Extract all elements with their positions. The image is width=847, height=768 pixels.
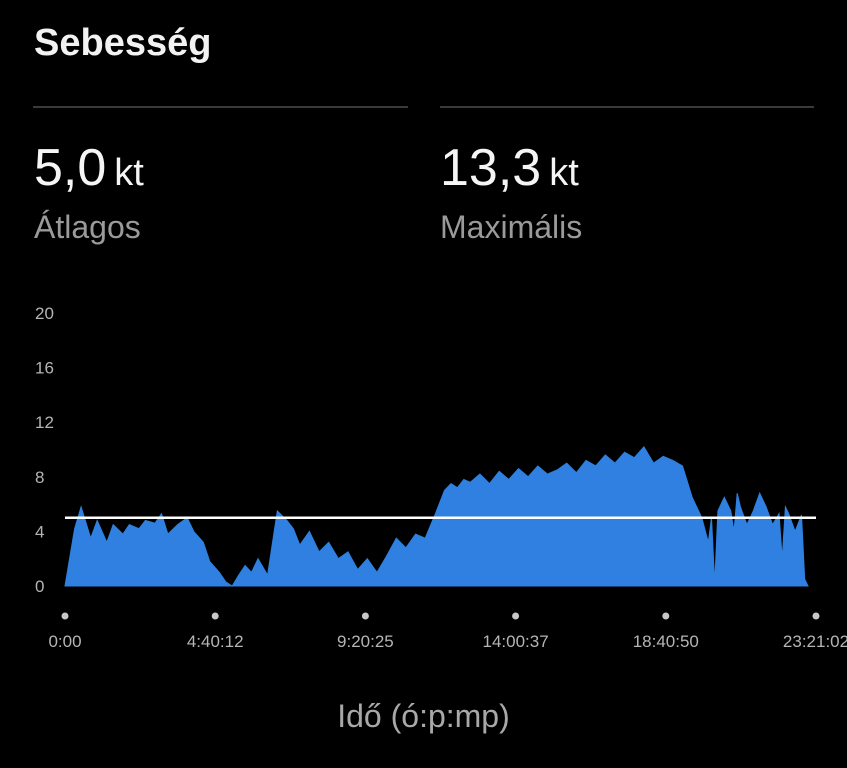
divider-left (33, 106, 408, 108)
page-title: Sebesség (34, 22, 212, 64)
x-tick-label: 4:40:12 (187, 632, 244, 651)
x-tick-dot (361, 612, 369, 620)
max-value-row: 13,3 kt (440, 138, 582, 203)
x-tick-label: 18:40:50 (633, 632, 699, 651)
y-tick-label: 0 (35, 577, 44, 596)
y-tick-label: 4 (35, 522, 44, 541)
x-tick-label: 9:20:25 (337, 632, 394, 651)
x-tick-dot (512, 612, 520, 620)
max-unit: kt (549, 152, 579, 194)
y-tick-label: 20 (35, 304, 54, 323)
speed-chart: 0 4 8 12 16 20 0:00 4:40:12 9:20:25 14:00:37 18:40… (35, 304, 847, 651)
average-value-row: 5,0 kt (34, 138, 144, 203)
divider-right (440, 106, 814, 108)
x-tick-dot (61, 612, 69, 620)
x-tick-label: 0:00 (48, 632, 81, 651)
y-tick-label: 12 (35, 413, 54, 432)
x-tick-dot (662, 612, 670, 620)
average-value: 5,0 (34, 139, 107, 197)
average-unit: kt (114, 152, 144, 194)
speed-area (64, 445, 809, 587)
y-tick-label: 8 (35, 468, 44, 487)
max-stat: 13,3 kt Maximális (440, 138, 582, 246)
max-label: Maximális (440, 209, 583, 245)
average-label: Átlagos (34, 209, 141, 245)
x-tick-dot (211, 612, 219, 620)
y-tick-label: 16 (35, 359, 54, 378)
average-stat: 5,0 kt Átlagos (34, 138, 144, 246)
x-tick-label: 14:00:37 (483, 632, 549, 651)
x-tick-label: 23:21:02 (783, 632, 847, 651)
x-axis-title: Idő (ó:p:mp) (337, 698, 510, 734)
max-value: 13,3 (440, 139, 542, 197)
x-tick-dot (812, 612, 820, 620)
